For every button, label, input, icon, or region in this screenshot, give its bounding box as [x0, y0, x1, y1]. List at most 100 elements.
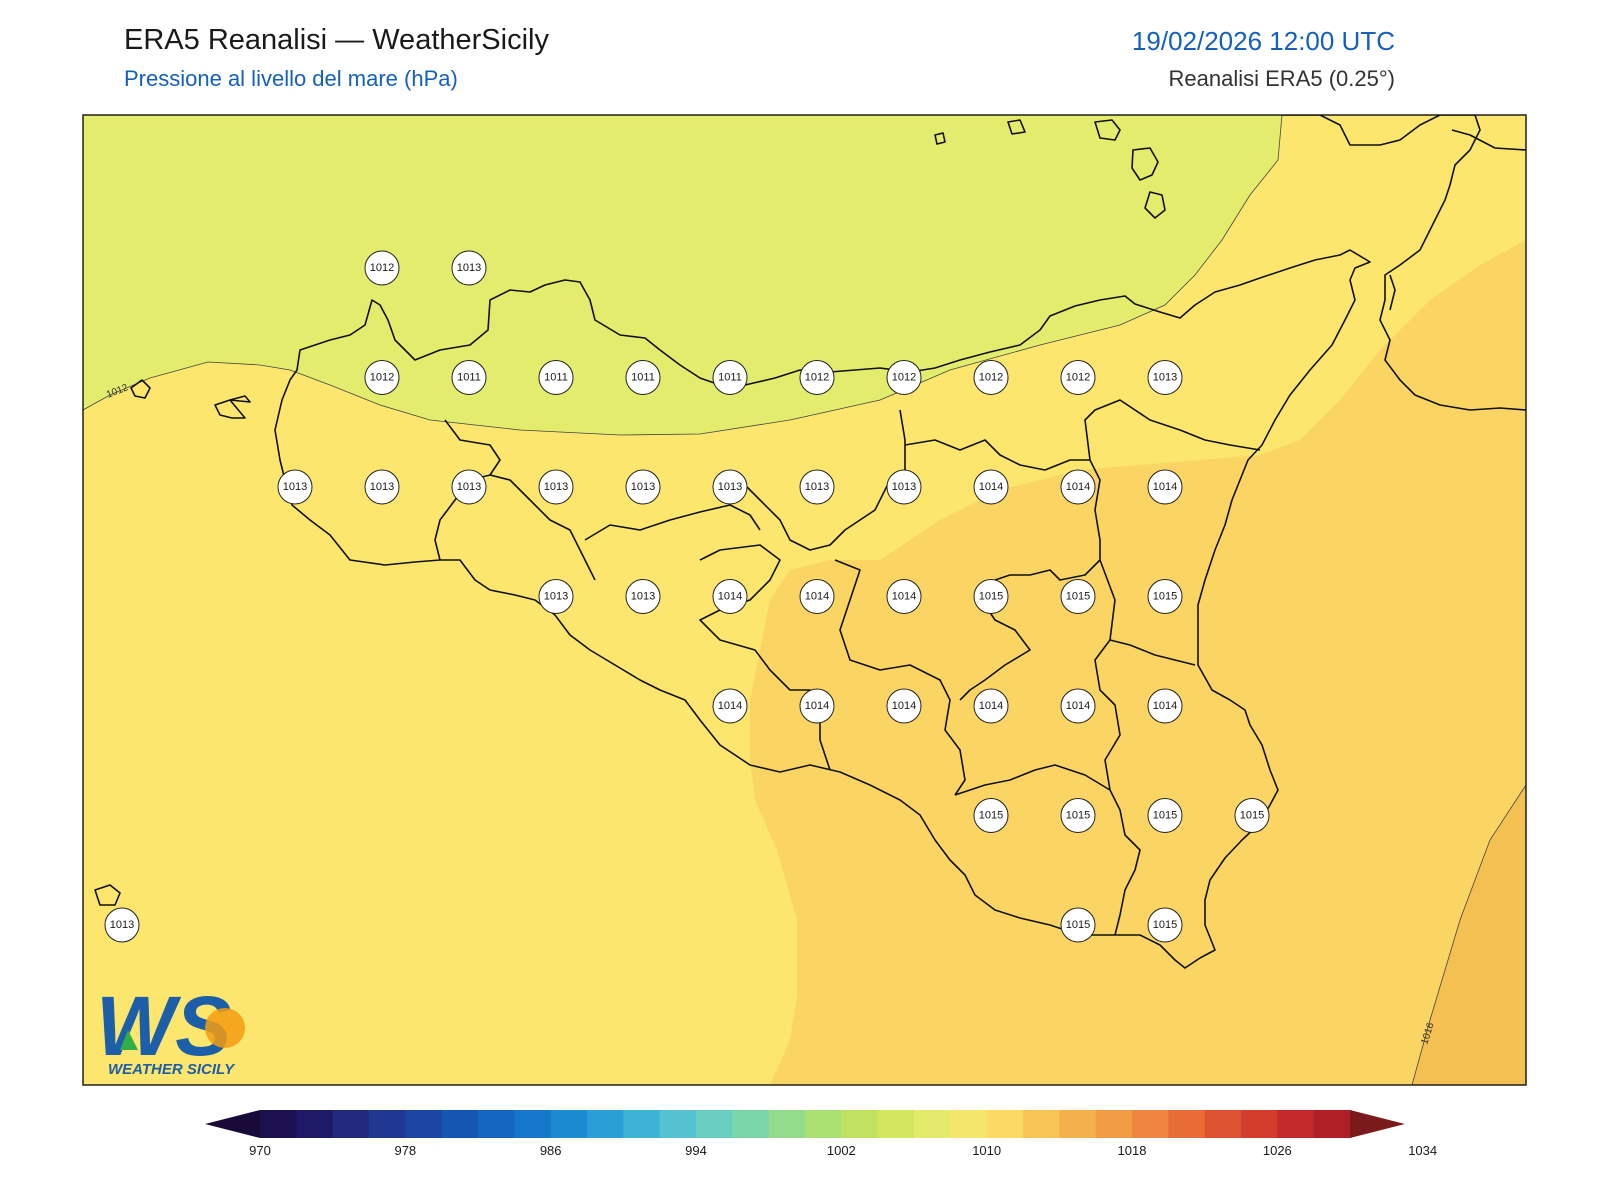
station-value: 1015	[1153, 919, 1177, 931]
station-value: 1013	[631, 591, 655, 603]
station-circle	[451, 250, 487, 286]
station-marker: 1013	[451, 250, 487, 286]
station-value: 1011	[544, 372, 568, 384]
station-marker: 1015	[1060, 798, 1096, 833]
station-circle	[625, 469, 661, 505]
station-circle	[625, 579, 661, 614]
station-marker: 1014	[1147, 688, 1183, 724]
colorbar-max-extend	[1350, 1110, 1405, 1138]
station-markers: 1012 1013 1012 1011 1011 1011 1011 1012 1012 1012…	[104, 250, 1270, 943]
station-marker: 1015	[1147, 907, 1183, 943]
pressure-field: 1012 1016	[83, 115, 1526, 1085]
station-value: 1012	[1066, 372, 1090, 384]
station-circle	[1234, 798, 1270, 833]
station-marker: 1012	[364, 250, 400, 286]
colorbar-swatch	[1313, 1110, 1351, 1138]
station-marker: 1013	[364, 469, 400, 505]
colorbar-swatch	[1241, 1110, 1278, 1138]
station-marker: 1014	[712, 688, 748, 724]
station-circle	[1147, 798, 1183, 833]
station-marker: 1014	[973, 469, 1009, 505]
colorbar-swatch	[732, 1110, 770, 1138]
station-marker: 1013	[538, 469, 574, 505]
station-value: 1015	[1066, 919, 1090, 931]
station-value: 1014	[1153, 481, 1177, 493]
station-circle	[886, 469, 922, 505]
station-marker: 1014	[712, 579, 748, 614]
station-value: 1014	[1066, 700, 1090, 712]
map-title: ERA5 Reanalisi — WeatherSicily	[124, 24, 549, 56]
station-value: 1014	[805, 591, 829, 603]
colorbar-swatch	[1023, 1110, 1060, 1138]
station-marker: 1013	[625, 469, 661, 505]
colorbar-tick-label: 986	[540, 1143, 562, 1158]
station-circle	[973, 360, 1009, 395]
station-marker: 1013	[1147, 360, 1183, 395]
station-marker: 1013	[538, 579, 574, 614]
logo-sun-icon	[205, 1008, 245, 1048]
station-marker: 1015	[1060, 907, 1096, 943]
colorbar-swatch	[260, 1110, 297, 1138]
station-marker: 1015	[1147, 579, 1183, 614]
station-marker: 1011	[712, 360, 748, 395]
station-value: 1013	[457, 481, 481, 493]
station-value: 1014	[718, 591, 742, 603]
colorbar-min-extend	[205, 1110, 260, 1138]
station-circle	[277, 469, 313, 505]
station-value: 1015	[1153, 810, 1177, 822]
station-marker: 1013	[277, 469, 313, 505]
station-circle	[538, 579, 574, 614]
colorbar-swatch	[768, 1110, 806, 1138]
station-value: 1011	[457, 372, 481, 384]
station-marker: 1014	[1060, 688, 1096, 724]
band-1014-1016	[750, 240, 1526, 1085]
station-value: 1012	[979, 372, 1003, 384]
colorbar-swatch	[914, 1110, 951, 1138]
station-value: 1015	[1153, 591, 1177, 603]
station-marker: 1015	[1234, 798, 1270, 833]
station-circle	[364, 360, 400, 395]
station-circle	[364, 250, 400, 286]
colorbar-swatch	[659, 1110, 697, 1138]
station-value: 1012	[370, 372, 394, 384]
station-value: 1013	[544, 481, 568, 493]
station-value: 1014	[979, 481, 1003, 493]
station-circle	[104, 907, 140, 943]
colorbar-swatch	[405, 1110, 443, 1138]
station-circle	[451, 360, 487, 395]
colorbar-swatch	[696, 1110, 733, 1138]
station-value: 1012	[805, 372, 829, 384]
station-marker: 1014	[886, 579, 922, 614]
station-marker: 1014	[973, 688, 1009, 724]
station-value: 1013	[805, 481, 829, 493]
colorbar-tick-label: 1026	[1263, 1143, 1292, 1158]
station-marker: 1012	[799, 360, 835, 395]
station-value: 1013	[892, 481, 916, 493]
colorbar-swatch	[332, 1110, 370, 1138]
station-marker: 1013	[799, 469, 835, 505]
station-circle	[1060, 469, 1096, 505]
station-value: 1014	[892, 591, 916, 603]
station-marker: 1011	[625, 360, 661, 395]
colorbar-tick-label: 1010	[972, 1143, 1001, 1158]
station-value: 1014	[1066, 481, 1090, 493]
station-circle	[799, 579, 835, 614]
station-marker: 1012	[1060, 360, 1096, 395]
station-value: 1014	[892, 700, 916, 712]
station-circle	[886, 688, 922, 724]
colorbar-swatch	[877, 1110, 915, 1138]
station-circle	[364, 469, 400, 505]
station-circle	[712, 469, 748, 505]
station-circle	[1147, 688, 1183, 724]
station-marker: 1015	[973, 798, 1009, 833]
station-marker: 1012	[973, 360, 1009, 395]
station-marker: 1013	[625, 579, 661, 614]
station-circle	[712, 688, 748, 724]
station-marker: 1015	[1147, 798, 1183, 833]
station-circle	[538, 469, 574, 505]
station-circle	[973, 579, 1009, 614]
station-marker: 1014	[886, 688, 922, 724]
colorbar-swatch	[1168, 1110, 1206, 1138]
station-value: 1015	[979, 810, 1003, 822]
